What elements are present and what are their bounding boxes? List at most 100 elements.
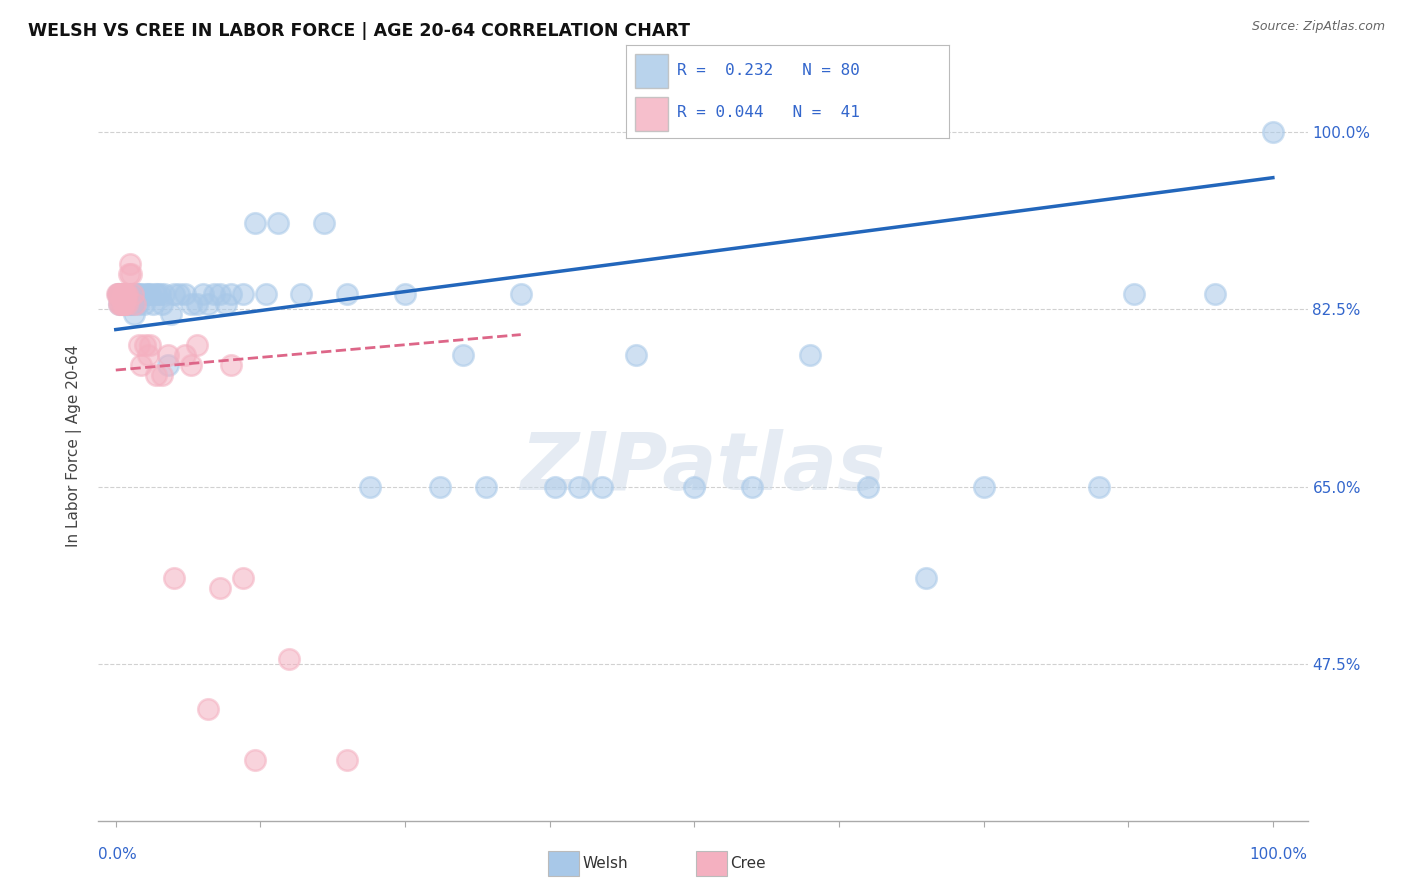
Point	[591, 479, 613, 493]
Point	[149, 287, 172, 301]
Point	[683, 479, 706, 493]
Point	[139, 287, 162, 301]
Point	[208, 287, 231, 301]
Point	[110, 297, 132, 311]
Point	[107, 287, 129, 301]
Point	[1123, 287, 1146, 301]
Point	[139, 337, 162, 351]
Point	[180, 358, 202, 372]
Point	[336, 287, 359, 301]
Point	[1088, 479, 1111, 493]
Point	[451, 348, 474, 362]
Point	[117, 287, 139, 301]
Point	[107, 287, 129, 301]
Point	[336, 753, 359, 767]
Point	[146, 287, 169, 301]
Point	[128, 287, 150, 301]
Point	[568, 479, 591, 493]
Point	[114, 287, 136, 301]
Point	[120, 267, 142, 281]
Point	[156, 358, 179, 372]
Point	[914, 571, 936, 585]
Point	[232, 571, 254, 585]
Point	[153, 287, 176, 301]
Point	[114, 297, 136, 311]
Point	[799, 348, 821, 362]
Point	[134, 337, 156, 351]
Point	[118, 297, 141, 311]
Point	[117, 297, 139, 311]
Text: 100.0%: 100.0%	[1250, 847, 1308, 862]
Point	[112, 297, 135, 311]
Point	[110, 287, 132, 301]
Point	[132, 297, 155, 311]
Point	[127, 297, 149, 311]
Text: R = 0.044   N =  41: R = 0.044 N = 41	[678, 105, 860, 120]
Point	[117, 287, 139, 301]
Point	[221, 287, 243, 301]
Point	[128, 337, 150, 351]
Point	[1261, 125, 1284, 139]
Point	[108, 297, 131, 311]
Point	[111, 297, 134, 311]
Point	[174, 348, 197, 362]
Point	[856, 479, 879, 493]
Point	[162, 571, 184, 585]
Point	[169, 287, 191, 301]
Point	[180, 297, 202, 311]
Point	[509, 287, 531, 301]
Text: R =  0.232   N = 80: R = 0.232 N = 80	[678, 63, 860, 78]
Point	[232, 287, 254, 301]
Point	[111, 287, 134, 301]
Text: ZIPatlas: ZIPatlas	[520, 429, 886, 508]
Point	[115, 287, 138, 301]
Point	[120, 287, 142, 301]
Point	[124, 287, 146, 301]
FancyBboxPatch shape	[636, 97, 668, 131]
Point	[186, 297, 208, 311]
Point	[118, 257, 141, 271]
Point	[122, 287, 145, 301]
Point	[145, 368, 167, 383]
Point	[110, 287, 132, 301]
Point	[394, 287, 416, 301]
Point	[112, 287, 135, 301]
Point	[475, 479, 498, 493]
Point	[160, 307, 183, 321]
Point	[191, 287, 214, 301]
Point	[312, 216, 335, 230]
Point	[117, 267, 139, 281]
Point	[115, 297, 138, 311]
Point	[135, 287, 157, 301]
Point	[150, 368, 173, 383]
Point	[110, 297, 132, 311]
Point	[143, 287, 166, 301]
Point	[267, 216, 290, 230]
Point	[117, 297, 139, 311]
Point	[544, 479, 567, 493]
Point	[108, 287, 131, 301]
Text: 0.0%: 0.0%	[98, 847, 138, 862]
Point	[254, 287, 277, 301]
Point	[162, 287, 184, 301]
Point	[110, 287, 132, 301]
Point	[197, 702, 219, 716]
Point	[208, 581, 231, 595]
Point	[174, 287, 197, 301]
Point	[124, 297, 146, 311]
Text: Source: ZipAtlas.com: Source: ZipAtlas.com	[1251, 20, 1385, 33]
Point	[124, 307, 146, 321]
Point	[156, 348, 179, 362]
Y-axis label: In Labor Force | Age 20-64: In Labor Force | Age 20-64	[66, 345, 83, 547]
Text: Cree: Cree	[730, 856, 765, 871]
Point	[741, 479, 763, 493]
Point	[121, 287, 143, 301]
Point	[129, 287, 152, 301]
Point	[111, 287, 134, 301]
Point	[202, 287, 225, 301]
Point	[243, 753, 266, 767]
Point	[117, 297, 139, 311]
Point	[129, 358, 152, 372]
Point	[1204, 287, 1226, 301]
Point	[136, 348, 159, 362]
